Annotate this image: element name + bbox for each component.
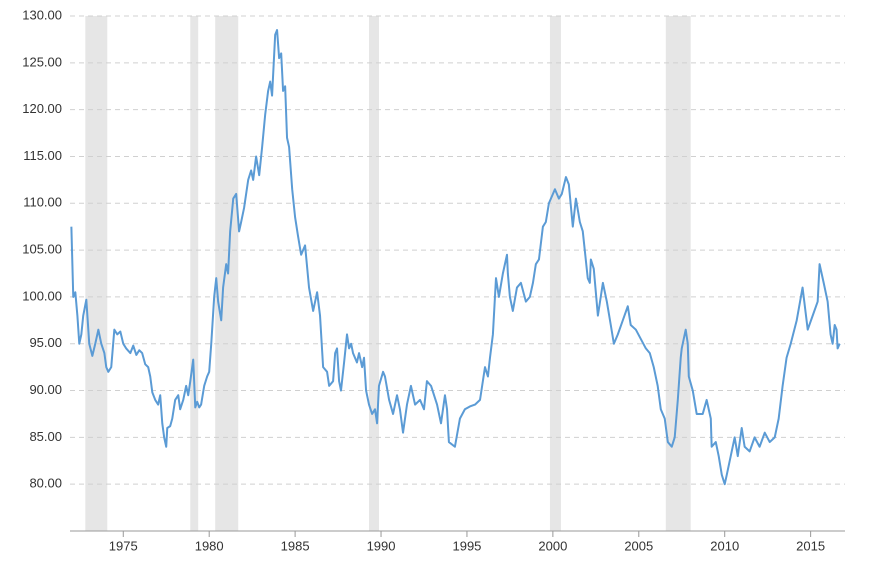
- x-tick-label: 1985: [281, 538, 310, 553]
- y-tick-label: 125.00: [22, 54, 62, 69]
- y-tick-label: 120.00: [22, 101, 62, 116]
- recession-band: [665, 16, 691, 531]
- x-tick-label: 2010: [710, 538, 739, 553]
- y-tick-label: 80.00: [29, 476, 62, 491]
- recession-band: [549, 16, 561, 531]
- recession-band: [85, 16, 108, 531]
- recession-band: [369, 16, 379, 531]
- x-tick-label: 2015: [796, 538, 825, 553]
- x-tick-label: 1990: [367, 538, 396, 553]
- recession-band: [215, 16, 239, 531]
- x-tick-label: 1980: [195, 538, 224, 553]
- y-tick-label: 95.00: [29, 335, 62, 350]
- y-tick-label: 110.00: [23, 195, 62, 210]
- y-tick-label: 105.00: [22, 242, 62, 257]
- y-tick-label: 85.00: [29, 429, 62, 444]
- x-tick-label: 2005: [624, 538, 653, 553]
- y-tick-label: 90.00: [29, 382, 62, 397]
- data-line: [70, 29, 841, 486]
- x-tick-label: 1995: [452, 538, 481, 553]
- x-tick-label: 1975: [109, 538, 138, 553]
- recession-band: [190, 16, 199, 531]
- x-tick-label: 2000: [538, 538, 567, 553]
- y-tick-label: 115.00: [23, 148, 62, 163]
- y-tick-label: 100.00: [22, 288, 62, 303]
- y-tick-label: 130.00: [22, 7, 62, 22]
